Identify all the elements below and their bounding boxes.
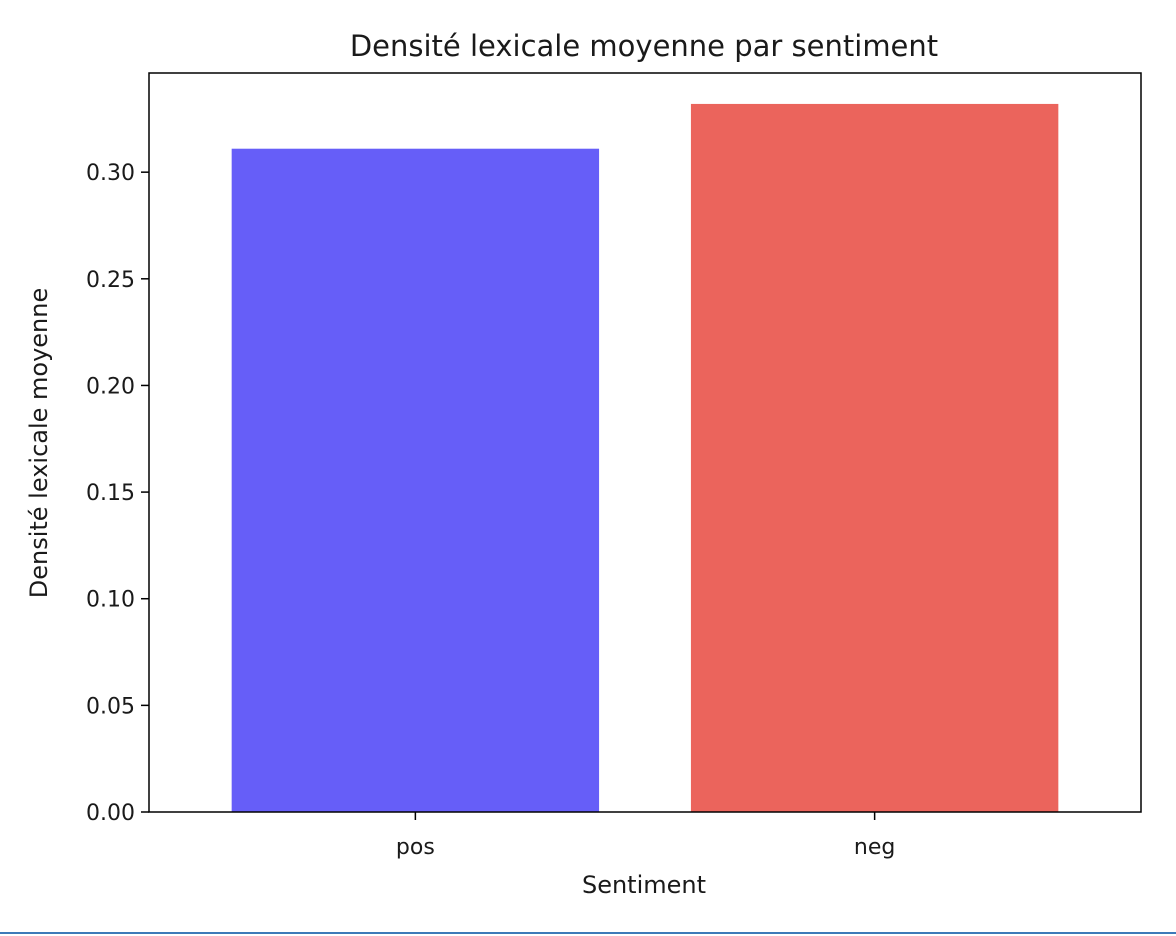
bar-neg bbox=[690, 103, 1059, 812]
x-axis: pos neg bbox=[396, 812, 895, 860]
bar-pos bbox=[231, 148, 600, 813]
x-tick-label-pos: pos bbox=[396, 835, 435, 860]
bottom-border bbox=[0, 932, 1176, 934]
x-tick-label-neg: neg bbox=[854, 835, 895, 860]
y-axis-label: Densité lexicale moyenne bbox=[25, 288, 53, 599]
y-tick-label: 0.30 bbox=[86, 161, 135, 186]
y-tick-label: 0.05 bbox=[86, 694, 135, 719]
y-tick-label: 0.00 bbox=[86, 801, 135, 826]
plot-frame bbox=[148, 72, 1142, 813]
bars-group bbox=[231, 103, 1059, 813]
x-axis-label: Sentiment bbox=[582, 871, 706, 899]
y-tick-label: 0.10 bbox=[86, 588, 135, 613]
y-tick-label: 0.20 bbox=[86, 374, 135, 399]
y-axis: 0.00 0.05 0.10 0.15 0.20 0.25 0.30 bbox=[86, 161, 149, 826]
y-tick-label: 0.25 bbox=[86, 268, 135, 293]
y-tick-label: 0.15 bbox=[86, 481, 135, 506]
chart-title: Densité lexicale moyenne par sentiment bbox=[350, 29, 938, 63]
